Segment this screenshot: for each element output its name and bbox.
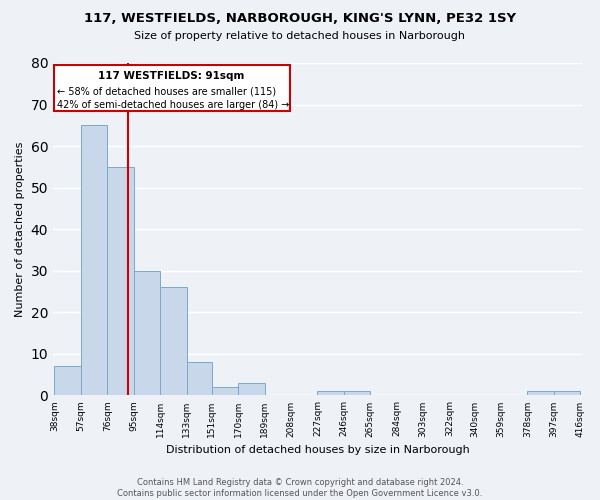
Bar: [160, 288, 187, 396]
FancyBboxPatch shape: [54, 65, 290, 111]
Bar: [212, 387, 238, 396]
Text: Size of property relative to detached houses in Narborough: Size of property relative to detached ho…: [134, 31, 466, 41]
Bar: [554, 392, 580, 396]
Text: 117 WESTFIELDS: 91sqm: 117 WESTFIELDS: 91sqm: [98, 72, 245, 82]
Bar: [134, 271, 160, 396]
Bar: [107, 167, 134, 396]
Text: ← 58% of detached houses are smaller (115): ← 58% of detached houses are smaller (11…: [56, 86, 275, 97]
Bar: [317, 392, 344, 396]
Bar: [527, 392, 554, 396]
Text: 42% of semi-detached houses are larger (84) →: 42% of semi-detached houses are larger (…: [56, 100, 289, 110]
Bar: [187, 362, 212, 396]
Bar: [238, 383, 265, 396]
Bar: [81, 126, 107, 396]
Bar: [344, 392, 370, 396]
Text: 117, WESTFIELDS, NARBOROUGH, KING'S LYNN, PE32 1SY: 117, WESTFIELDS, NARBOROUGH, KING'S LYNN…: [84, 12, 516, 26]
Y-axis label: Number of detached properties: Number of detached properties: [15, 142, 25, 317]
Text: Contains HM Land Registry data © Crown copyright and database right 2024.
Contai: Contains HM Land Registry data © Crown c…: [118, 478, 482, 498]
X-axis label: Distribution of detached houses by size in Narborough: Distribution of detached houses by size …: [166, 445, 469, 455]
Bar: [55, 366, 81, 396]
